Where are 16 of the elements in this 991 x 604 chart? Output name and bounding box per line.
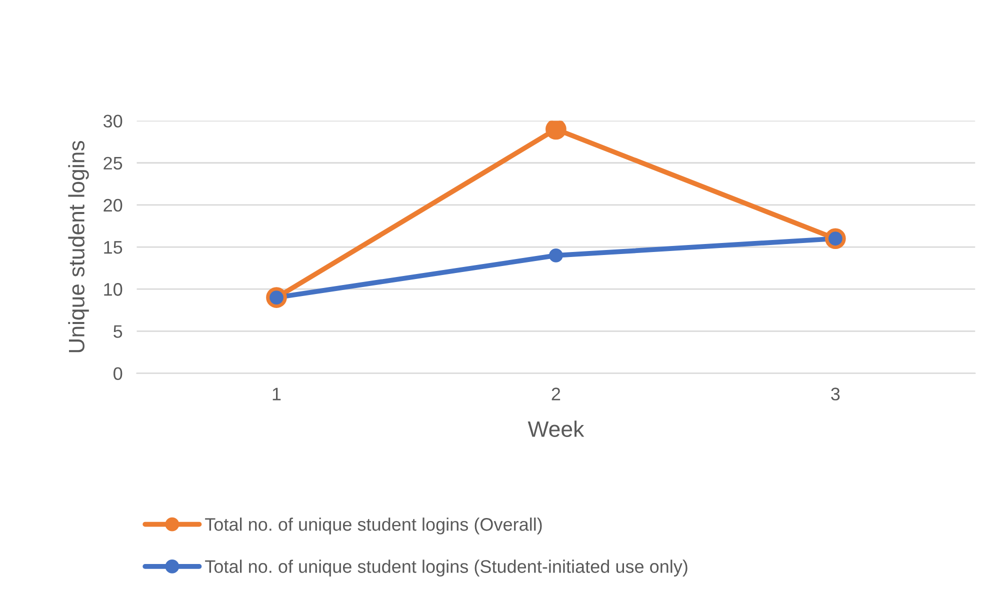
x-tick-label: 3 (831, 388, 840, 400)
x-axis-title: Week (528, 420, 584, 437)
y-tick-label: 30 (103, 114, 122, 128)
y-axis-title: Unique student logins (68, 140, 89, 352)
point (546, 120, 566, 140)
y-tick-label: 15 (104, 241, 122, 254)
x-tick-label: 1 (272, 388, 281, 400)
legend-label: Total no. of unique student logins (Overall) (205, 518, 542, 534)
y-tick-label: 5 (114, 325, 122, 338)
y-tick-label: 10 (104, 283, 122, 296)
point (549, 248, 563, 262)
legend-label: Total no. of unique student logins (Student-initiated use only) (205, 560, 688, 577)
x-tick-label: 2 (552, 388, 560, 400)
y-tick-label: 0 (114, 367, 122, 380)
y-tick-label: 20 (104, 198, 122, 212)
y-tick-label: 25 (104, 156, 122, 170)
